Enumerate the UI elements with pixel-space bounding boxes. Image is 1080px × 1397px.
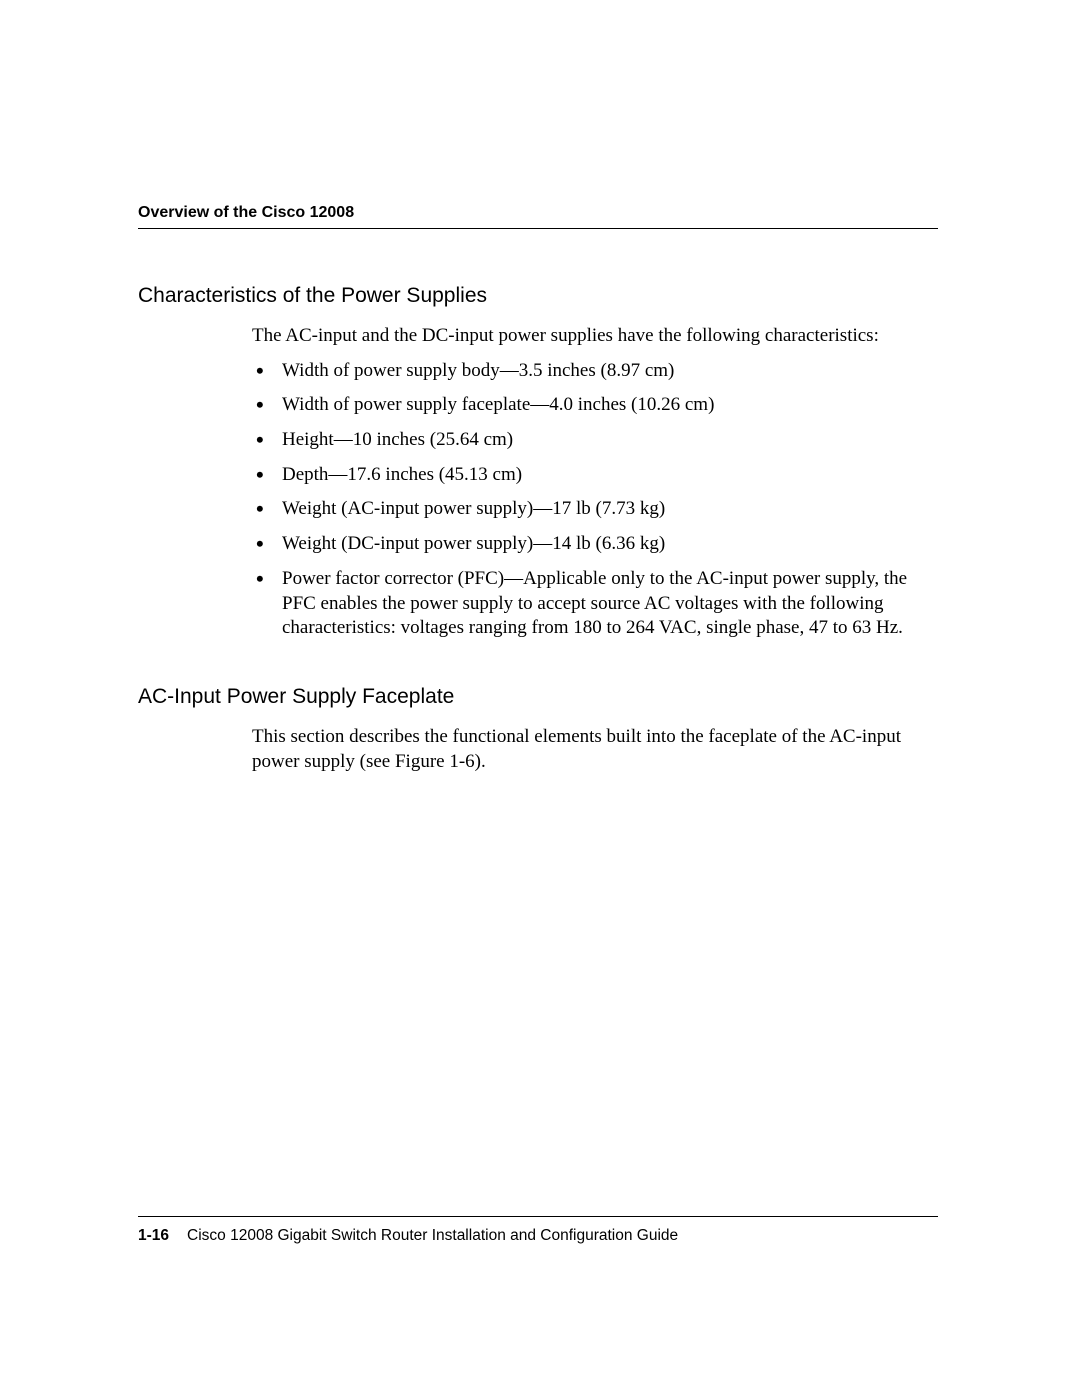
list-item: Width of power supply faceplate—4.0 inch…	[252, 393, 938, 418]
list-item: Weight (AC-input power supply)—17 lb (7.…	[252, 497, 938, 522]
section-intro-characteristics: The AC-input and the DC-input power supp…	[252, 324, 938, 349]
list-item: Depth—17.6 inches (45.13 cm)	[252, 463, 938, 488]
list-item: Height—10 inches (25.64 cm)	[252, 428, 938, 453]
characteristics-list: Width of power supply body—3.5 inches (8…	[252, 359, 938, 641]
page-footer: 1-16 Cisco 12008 Gigabit Switch Router In…	[138, 1216, 938, 1245]
page-content: Overview of the Cisco 12008 Characterist…	[138, 204, 938, 784]
running-header: Overview of the Cisco 12008	[138, 204, 938, 229]
list-item: Power factor corrector (PFC)—Applicable …	[252, 567, 938, 641]
footer-doc-title: Cisco 12008 Gigabit Switch Router Instal…	[187, 1227, 678, 1244]
page-number: 1-16	[138, 1227, 169, 1244]
section-intro-faceplate: This section describes the functional el…	[252, 725, 938, 774]
section-heading-faceplate: AC-Input Power Supply Faceplate	[138, 685, 938, 709]
section-heading-characteristics: Characteristics of the Power Supplies	[138, 284, 938, 308]
list-item: Weight (DC-input power supply)—14 lb (6.…	[252, 532, 938, 557]
list-item: Width of power supply body—3.5 inches (8…	[252, 359, 938, 384]
